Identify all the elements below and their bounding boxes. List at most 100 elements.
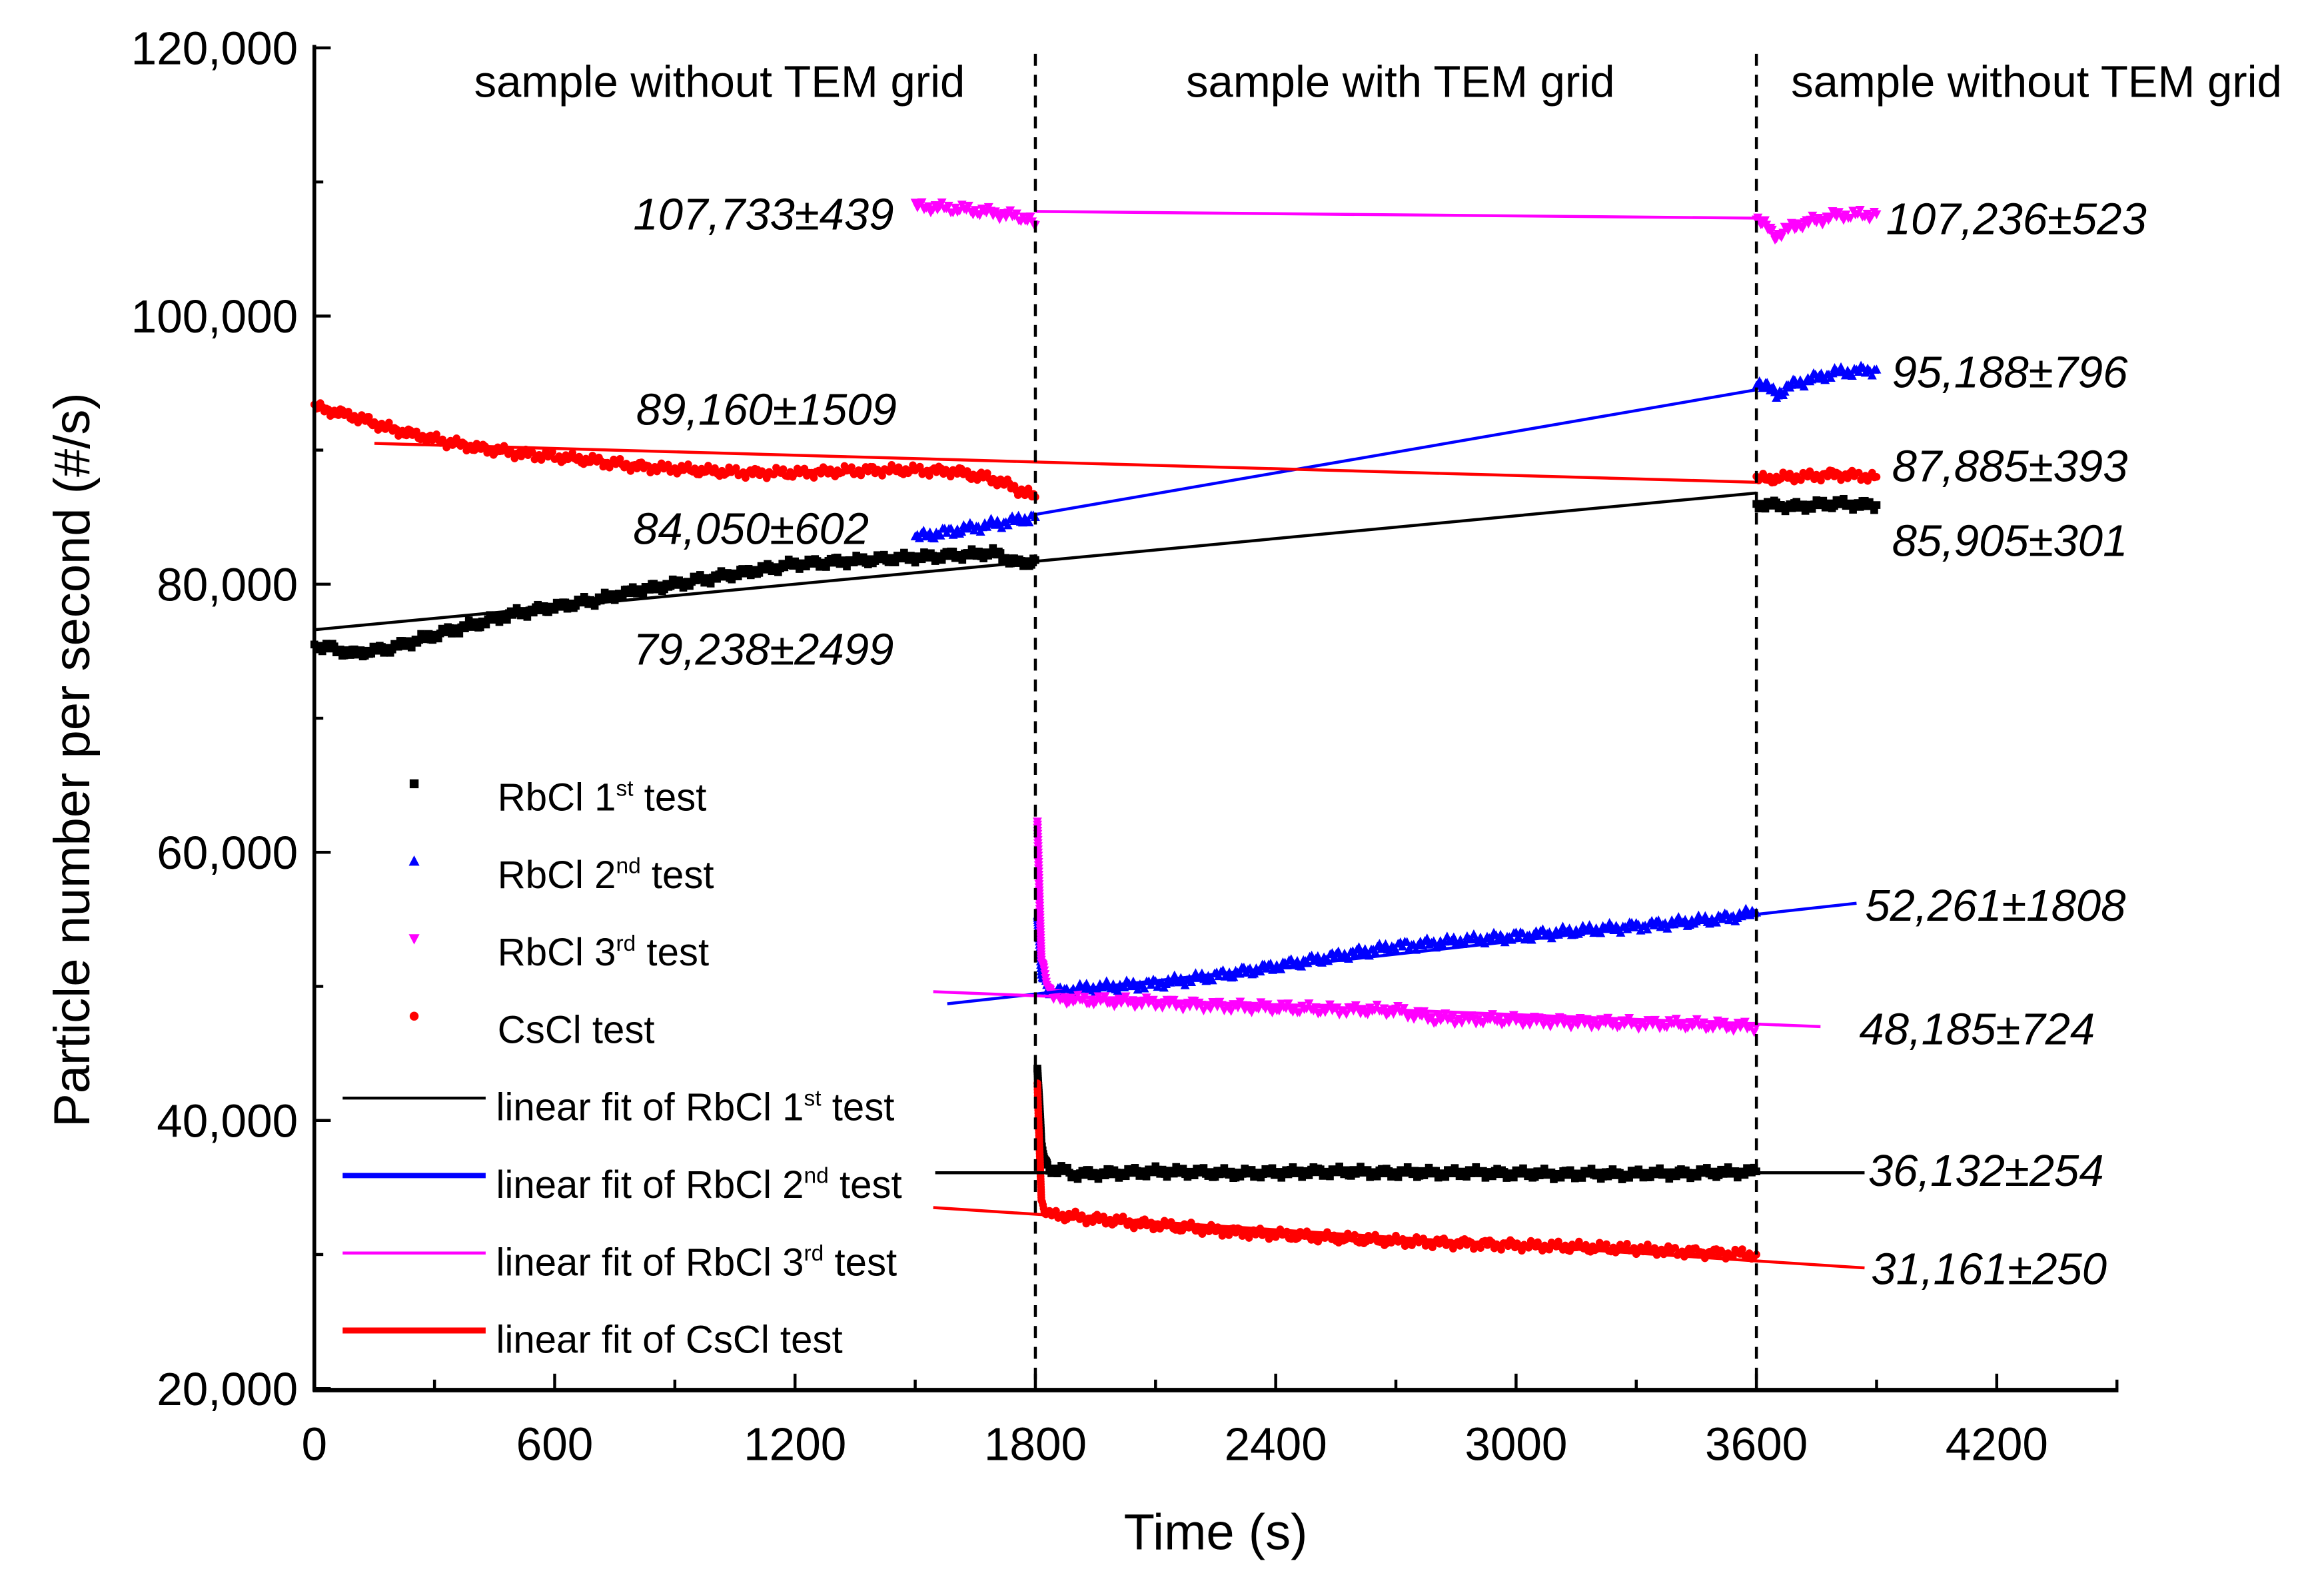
data-point (963, 524, 973, 533)
data-point (942, 548, 951, 556)
data-point (1158, 1165, 1167, 1174)
data-point (350, 645, 358, 654)
data-point (782, 561, 791, 570)
data-point (1832, 496, 1841, 504)
data-point (975, 211, 985, 221)
data-point (482, 620, 490, 629)
data-point (1761, 504, 1770, 513)
data-point (1510, 1173, 1518, 1182)
fit-line (933, 1206, 1865, 1270)
data-point (1225, 1231, 1233, 1239)
data-point (664, 460, 672, 469)
data-point (963, 201, 973, 211)
data-point (407, 644, 416, 652)
data-point (1139, 983, 1149, 993)
data-point (1846, 213, 1856, 223)
legend-label: RbCl 1st test (498, 776, 707, 819)
data-point (1190, 1171, 1199, 1180)
data-point (732, 464, 740, 472)
data-point (660, 585, 668, 594)
data-point (873, 551, 881, 560)
data-point (604, 594, 613, 603)
fit-lines (314, 210, 1865, 1270)
data-point (1502, 1174, 1511, 1182)
data-point (1872, 501, 1881, 509)
data-point (1335, 1163, 1343, 1171)
data-point (356, 646, 365, 654)
data-point (1494, 1014, 1504, 1023)
data-point (1799, 500, 1808, 509)
data-point (784, 555, 793, 564)
data-point (588, 597, 597, 605)
data-point (1868, 501, 1876, 510)
data-point (1599, 1173, 1608, 1181)
data-point (738, 565, 746, 573)
data-point (567, 599, 576, 608)
data-point (1449, 932, 1458, 941)
data-point (1071, 1170, 1079, 1179)
y-axis-label: Particle number per second (#/s) (44, 392, 101, 1127)
data-point (1623, 1240, 1631, 1248)
data-point (442, 628, 450, 636)
data-point (1472, 1163, 1480, 1171)
data-point (1141, 993, 1151, 1003)
data-point (713, 574, 721, 583)
data-point (694, 576, 702, 584)
region-label: sample with TEM grid (1186, 57, 1615, 107)
data-point (958, 556, 967, 564)
data-point (949, 548, 957, 556)
data-point (1824, 472, 1832, 480)
data-point (766, 562, 774, 570)
data-point (1199, 1164, 1208, 1172)
data-point (412, 427, 420, 436)
data-point (1394, 1173, 1403, 1181)
region-label: sample without TEM grid (1791, 57, 2282, 107)
data-point (1856, 503, 1864, 511)
x-tick-label: 1800 (984, 1418, 1087, 1470)
data-point (1241, 1165, 1249, 1173)
data-point (1779, 502, 1788, 510)
data-point (394, 642, 402, 651)
y-tick-label: 40,000 (157, 1095, 298, 1147)
data-point (673, 581, 681, 589)
data-point (724, 569, 732, 577)
data-point (915, 462, 924, 471)
data-point (1798, 224, 1808, 234)
data-point (367, 650, 376, 658)
data-point (472, 618, 480, 626)
data-point (330, 642, 338, 651)
data-point (1304, 999, 1314, 1009)
data-point (1740, 1171, 1749, 1179)
data-point (900, 548, 908, 557)
x-tick-label: 3000 (1464, 1418, 1567, 1470)
data-point (1760, 216, 1770, 225)
data-point (650, 580, 658, 588)
data-point (1317, 1165, 1325, 1173)
legend-label: linear fit of RbCl 3rd test (496, 1241, 897, 1284)
data-point (1085, 1166, 1093, 1174)
data-point (1130, 1224, 1138, 1233)
data-point (1808, 505, 1816, 513)
data-point (1093, 985, 1103, 995)
data-point (1556, 1173, 1565, 1182)
data-point (1265, 958, 1275, 968)
data-point (1640, 1023, 1650, 1032)
data-point (684, 578, 692, 586)
data-point (1451, 1164, 1459, 1172)
data-point (316, 642, 324, 650)
data-point (1121, 1172, 1130, 1181)
data-point (1372, 1000, 1382, 1010)
data-point (866, 555, 875, 564)
data-point (1734, 1173, 1742, 1182)
data-point (1867, 370, 1877, 380)
data-point (1187, 977, 1197, 986)
fit-value-annotation: 36,132±254 (1868, 1146, 2104, 1196)
data-point (326, 644, 334, 653)
x-tick-label: 600 (516, 1418, 594, 1470)
data-point (1582, 1241, 1590, 1249)
data-point (929, 552, 937, 560)
data-point (1108, 1170, 1116, 1179)
data-point (1540, 1165, 1548, 1173)
data-point (986, 550, 995, 558)
legend-label: linear fit of RbCl 1st test (496, 1086, 895, 1129)
